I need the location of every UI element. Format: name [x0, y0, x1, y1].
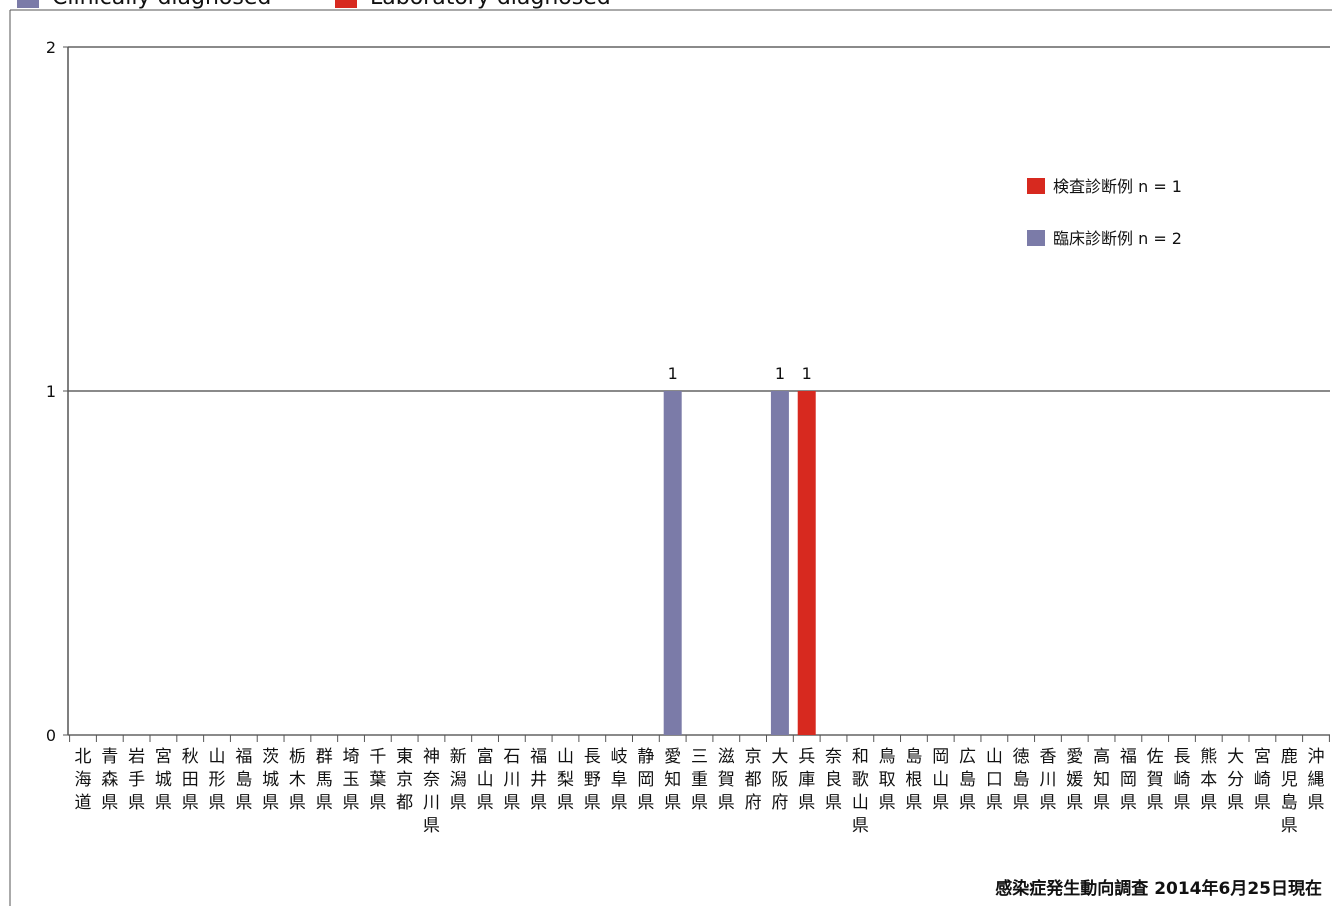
top-legend-label: Laboratory diagnosed	[370, 0, 611, 10]
x-tick-label: 香川県	[1039, 747, 1056, 813]
legend-label: 臨床診断例 n = 2	[1053, 229, 1182, 248]
x-tick-label: 鳥取県	[879, 747, 896, 813]
bars: 11 1	[663, 364, 816, 735]
x-tick-label: 奈良県	[825, 747, 842, 813]
x-tick-label: 宮崎県	[1254, 747, 1271, 813]
x-tick-label: 長崎県	[1173, 747, 1190, 813]
x-tick-label: 福島県	[235, 747, 252, 813]
x-tick-label: 和歌山県	[852, 747, 869, 836]
x-tick-label: 京都府	[745, 747, 762, 813]
top-legend-swatch	[335, 0, 357, 8]
x-tick-label: 埼玉県	[343, 747, 360, 813]
y-tick-label: 0	[46, 726, 56, 745]
chart-frame	[9, 9, 1332, 906]
x-tick-label: 福井県	[530, 747, 547, 813]
x-tick-label: 群馬県	[316, 747, 333, 813]
legend-label: 検査診断例 n = 1	[1053, 177, 1182, 196]
x-tick-label: 愛媛県	[1066, 747, 1083, 813]
legend-swatch	[1027, 178, 1045, 194]
legend: 検査診断例 n = 1 臨床診断例 n = 2	[1027, 177, 1182, 248]
x-tick-label: 富山県	[477, 747, 494, 813]
x-tick-label: 岐阜県	[611, 747, 628, 813]
x-tick-label: 秋田県	[182, 747, 199, 813]
x-tick-label: 茨城県	[262, 747, 279, 813]
bar	[797, 391, 816, 735]
x-tick-label: 徳島県	[1013, 747, 1030, 813]
x-tick-label: 岡山県	[932, 747, 949, 813]
x-tick-label: 東京都	[396, 747, 413, 813]
x-tick-label: 兵庫県	[798, 747, 815, 813]
data-label: 1	[668, 364, 678, 383]
top-legend-swatch	[17, 0, 39, 8]
x-tick-label: 千葉県	[369, 747, 386, 813]
top-legend: Clinically diagnosed Laboratory diagnosed	[17, 0, 611, 10]
data-label: 1	[775, 364, 785, 383]
gridlines	[63, 46, 1330, 736]
x-tick-label: 福岡県	[1120, 747, 1137, 813]
bar	[770, 391, 789, 735]
x-tick-label: 青森県	[101, 747, 118, 813]
x-tick-label: 山形県	[209, 747, 226, 813]
x-tick-label: 大分県	[1227, 747, 1244, 813]
footnote: 感染症発生動向調査 2014年6月25日現在	[995, 878, 1322, 899]
x-tick-label: 熊本県	[1200, 747, 1217, 813]
y-axis-ticks: 0 1 2	[46, 38, 56, 745]
y-tick-label: 2	[46, 38, 56, 57]
x-tick-label: 鹿児島県	[1281, 747, 1298, 836]
x-tick-label: 広島県	[959, 747, 976, 813]
x-tick-label: 宮城県	[155, 747, 172, 813]
x-tick-label: 滋賀県	[718, 747, 735, 813]
y-tick-label: 1	[46, 382, 56, 401]
x-tick-label: 北海道	[75, 747, 92, 813]
x-tick-label: 高知県	[1093, 747, 1110, 813]
x-tick-label: 新潟県	[450, 747, 467, 813]
x-tick-label: 石川県	[503, 747, 520, 813]
x-tick-label: 愛知県	[664, 747, 681, 813]
x-tick-label: 神奈川県	[423, 747, 440, 836]
x-tick-label: 大阪府	[771, 747, 788, 813]
legend-swatch	[1027, 230, 1045, 246]
x-tick-label: 島根県	[905, 747, 922, 813]
x-tick-label: 栃木県	[289, 747, 306, 813]
x-tick-label: 沖縄県	[1308, 747, 1325, 813]
x-tick-label: 長野県	[584, 747, 601, 813]
x-tick-label: 山口県	[986, 747, 1003, 813]
x-tick-label: 静岡県	[637, 747, 654, 813]
data-label: 1	[802, 364, 812, 383]
bar	[663, 391, 682, 735]
x-tick-label: 岩手県	[128, 747, 145, 813]
x-tick-label: 山梨県	[557, 747, 574, 813]
x-axis: 北海道青森県岩手県宮城県秋田県山形県福島県茨城県栃木県群馬県埼玉県千葉県東京都神…	[69, 735, 1330, 836]
x-tick-label: 三重県	[691, 747, 708, 813]
top-legend-label: Clinically diagnosed	[52, 0, 271, 10]
x-tick-label: 佐賀県	[1147, 747, 1164, 813]
